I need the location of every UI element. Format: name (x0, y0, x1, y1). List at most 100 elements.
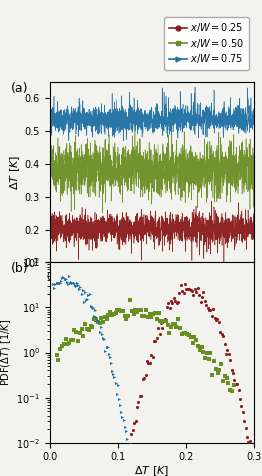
Point (234, 380, 238, 388)
Point (58, 279, 62, 287)
Point (246, 438, 250, 446)
Text: (b): (b) (11, 262, 29, 275)
Point (165, 321, 170, 328)
Point (63, 335, 68, 343)
Point (121, 307, 125, 315)
Point (54, 279, 59, 287)
Point (99, 323, 103, 331)
Point (225, 346, 230, 354)
Point (110, 311, 114, 319)
Point (157, 330, 162, 338)
Point (112, 310, 116, 317)
Point (69, 278, 73, 286)
Point (51, 280, 55, 288)
Point (235, 381, 239, 388)
Point (122, 416, 126, 424)
Point (93, 306, 97, 314)
Point (248, 437, 252, 445)
Point (199, 343, 204, 351)
Point (130, 307, 134, 315)
Point (126, 312, 130, 320)
Point (178, 324, 182, 332)
Text: (a): (a) (11, 82, 29, 95)
Point (116, 381, 120, 389)
Point (201, 288, 205, 296)
Point (96, 317, 101, 325)
Point (139, 306, 143, 314)
Point (217, 367, 221, 374)
Point (167, 304, 172, 312)
Point (58, 346, 62, 353)
Point (176, 316, 180, 323)
Point (232, 376, 237, 384)
Point (75, 279, 79, 287)
Point (139, 392, 143, 400)
Point (65, 340, 69, 348)
Point (89, 322, 93, 329)
Point (189, 286, 193, 294)
Point (70, 337, 75, 344)
Point (160, 325, 165, 332)
Point (228, 386, 232, 394)
Point (164, 317, 168, 324)
Point (103, 313, 107, 320)
Point (65, 278, 69, 286)
Point (54, 351, 59, 358)
Point (98, 328, 102, 336)
Point (227, 350, 231, 357)
Point (152, 337, 156, 344)
Point (110, 367, 114, 375)
Point (78, 329, 82, 337)
Point (239, 402, 244, 409)
Point (119, 408, 123, 416)
Point (74, 282, 78, 289)
Point (169, 323, 173, 331)
Point (184, 285, 189, 293)
Point (198, 298, 203, 306)
Point (143, 371, 148, 379)
Point (100, 330, 104, 338)
Point (85, 325, 89, 333)
Point (158, 317, 162, 325)
Point (192, 333, 196, 341)
Point (173, 321, 177, 328)
Point (146, 359, 150, 367)
Point (244, 424, 248, 431)
Point (225, 375, 229, 382)
Point (210, 371, 214, 378)
Point (105, 316, 109, 323)
Point (62, 275, 67, 282)
Point (149, 313, 154, 321)
Point (217, 318, 221, 326)
Point (62, 340, 66, 348)
Point (151, 310, 155, 318)
Point (156, 309, 161, 317)
Point (56, 279, 60, 287)
Point (218, 328, 222, 336)
Point (83, 288, 87, 296)
Point (148, 359, 152, 367)
Point (159, 319, 163, 327)
Point (216, 369, 220, 377)
Point (232, 382, 236, 389)
Point (230, 387, 234, 395)
Point (215, 315, 220, 323)
Point (191, 291, 195, 299)
Point (198, 346, 202, 353)
Point (142, 375, 146, 382)
Point (96, 318, 100, 326)
Point (196, 285, 200, 292)
Point (77, 285, 81, 292)
Point (201, 348, 205, 356)
Point (135, 308, 139, 316)
Point (170, 299, 174, 307)
Point (97, 319, 102, 327)
Point (107, 350, 111, 357)
Point (132, 419, 136, 427)
Point (60, 275, 64, 282)
Point (137, 398, 141, 406)
Point (113, 309, 118, 317)
Point (203, 298, 207, 305)
Point (105, 343, 109, 351)
Point (102, 335, 106, 342)
